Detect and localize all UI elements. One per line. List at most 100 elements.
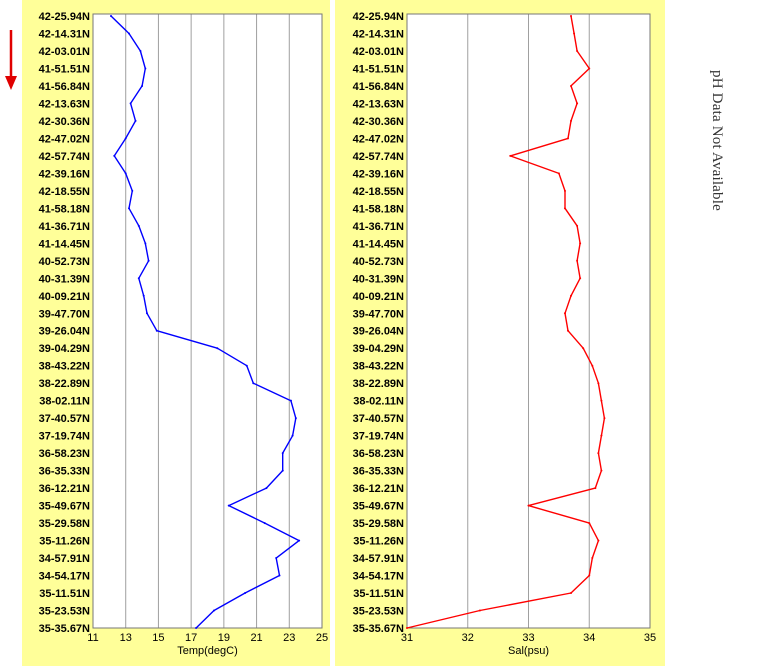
y-tick-label: 36-35.33N [353, 466, 404, 478]
data-point [570, 119, 573, 122]
data-point [263, 522, 266, 525]
data-point [281, 452, 284, 455]
x-tick-label: 32 [462, 632, 474, 644]
y-tick-label: 36-12.21N [353, 483, 404, 495]
y-tick-label: 38-43.22N [39, 361, 90, 373]
data-point [113, 154, 116, 157]
data-point [142, 294, 145, 297]
data-point [588, 522, 591, 525]
chart-panel-sal: 31 32 33 34 35 42-25.94N 42-14.31N 42-03.01N 41-… [335, 0, 665, 666]
y-tick-label: 42-25.94N [39, 11, 90, 23]
data-point [134, 119, 137, 122]
x-tick-label: 19 [218, 632, 230, 644]
x-tick-label: 23 [283, 632, 295, 644]
data-point [145, 312, 148, 315]
y-tick-label: 38-22.89N [39, 378, 90, 390]
y-tick-label: 35-11.51N [39, 588, 90, 600]
data-point [127, 32, 130, 35]
y-tick-label: 42-14.31N [39, 28, 90, 40]
data-point [570, 84, 573, 87]
x-tick-label: 25 [316, 632, 328, 644]
data-point [570, 592, 573, 595]
y-tick-label: 42-30.36N [353, 116, 404, 128]
y-tick-label: 42-18.55N [353, 186, 404, 198]
y-tick-label: 40-09.21N [39, 291, 90, 303]
data-point [600, 469, 603, 472]
y-tick-label: 37-19.74N [39, 431, 90, 443]
plot-border [92, 13, 323, 629]
y-tick-label: 38-22.89N [353, 378, 404, 390]
data-point [570, 294, 573, 297]
data-point [600, 399, 603, 402]
y-tick-label: 41-36.71N [353, 221, 404, 233]
y-tick-label: 42-03.01N [353, 46, 404, 58]
y-tick-label: 39-04.29N [353, 343, 404, 355]
data-point [227, 504, 230, 507]
y-tick-label: 39-26.04N [353, 326, 404, 338]
y-tick-label: 39-04.29N [39, 343, 90, 355]
data-point [527, 504, 530, 507]
data-point [579, 242, 582, 245]
y-tick-label: 42-39.16N [353, 168, 404, 180]
y-tick-label: 36-35.33N [39, 466, 90, 478]
y-tick-label: 42-39.16N [39, 168, 90, 180]
data-point [252, 382, 255, 385]
data-point [195, 627, 198, 629]
data-point [155, 329, 158, 332]
data-point [147, 259, 150, 262]
y-tick-label: 40-52.73N [353, 256, 404, 268]
x-tick-label: 17 [185, 632, 197, 644]
x-tick-label: 21 [250, 632, 262, 644]
data-point [281, 469, 284, 472]
plot-area [93, 14, 322, 628]
data-point [597, 382, 600, 385]
x-tick-label: 33 [522, 632, 534, 644]
y-tick-label: 36-58.23N [353, 448, 404, 460]
y-tick-label: 42-30.36N [39, 116, 90, 128]
ph-unavailable-text: pH Data Not Available [709, 70, 725, 211]
data-point [291, 434, 294, 437]
y-tick-label: 40-09.21N [353, 291, 404, 303]
data-point [265, 487, 268, 490]
y-tick-label: 37-19.74N [353, 431, 404, 443]
data-point [124, 172, 127, 175]
y-tick-label: 38-02.11N [353, 396, 404, 408]
data-point [278, 574, 281, 577]
y-tick-label: 35-29.58N [353, 518, 404, 530]
x-axis-title: Temp(degC) [177, 645, 238, 657]
y-tick-label: 42-57.74N [39, 151, 90, 163]
series-line-temp [110, 15, 300, 629]
y-tick-label: 35-49.67N [353, 501, 404, 513]
data-point [588, 574, 591, 577]
y-tick-label: 42-14.31N [353, 28, 404, 40]
data-point [275, 557, 278, 560]
data-point [137, 224, 140, 227]
y-tick-label: 42-13.63N [39, 98, 90, 110]
data-point [563, 312, 566, 315]
y-tick-label: 41-58.18N [353, 203, 404, 215]
data-point [298, 539, 301, 542]
data-point [109, 15, 112, 17]
chart-panel-temp: 11 13 15 17 19 21 23 25 42-25.94N 42-14.31N 42-03.… [22, 0, 330, 666]
data-point [139, 49, 142, 52]
y-tick-label: 37-40.57N [353, 413, 404, 425]
data-point [594, 487, 597, 490]
y-tick-label: 41-51.51N [39, 63, 90, 75]
data-point [141, 84, 144, 87]
x-tick-label: 35 [644, 632, 656, 644]
y-tick-label: 42-13.63N [353, 98, 404, 110]
y-tick-label: 41-14.45N [353, 238, 404, 250]
y-tick-label: 39-26.04N [39, 326, 90, 338]
y-tick-label: 36-12.21N [39, 483, 90, 495]
data-point [597, 539, 600, 542]
data-point [597, 452, 600, 455]
data-point [603, 417, 606, 420]
y-tick-label: 42-03.01N [39, 46, 90, 58]
data-point [566, 329, 569, 332]
y-tick-label: 34-57.91N [353, 553, 404, 565]
y-tick-label: 39-47.70N [39, 308, 90, 320]
data-point [582, 347, 585, 350]
x-axis-title: Sal(psu) [508, 645, 549, 657]
y-tick-label: 35-23.53N [353, 606, 404, 618]
